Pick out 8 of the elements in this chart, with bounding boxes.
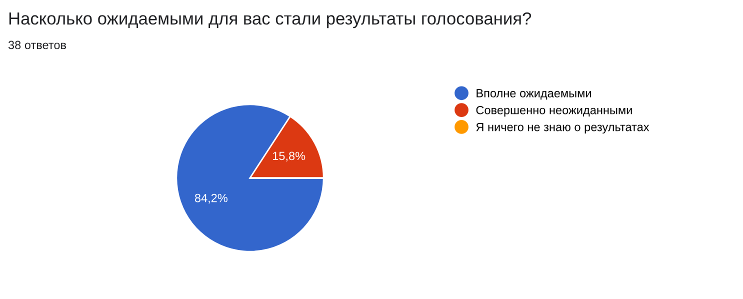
pie-slice bbox=[176, 104, 324, 252]
legend-label: Совершенно неожиданными bbox=[476, 106, 632, 117]
data-label: 84,2% bbox=[194, 194, 228, 204]
legend-label: Я ничего не знаю о результатах bbox=[476, 122, 650, 134]
legend-label: Вполне ожидаемыми bbox=[476, 89, 591, 100]
text: 38 ответов bbox=[8, 40, 66, 50]
chart-title: Насколько ожидаемыми для вас стали результаты голосования? bbox=[9, 12, 532, 28]
data-label: 15,8% bbox=[272, 152, 306, 162]
